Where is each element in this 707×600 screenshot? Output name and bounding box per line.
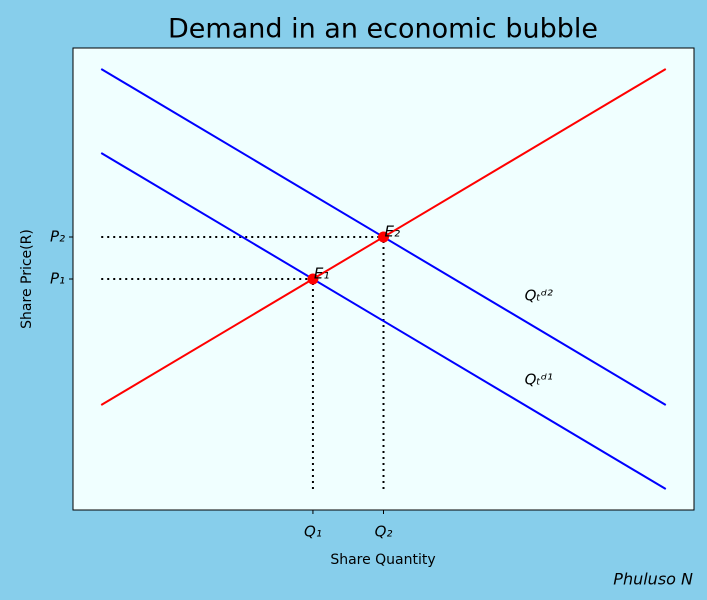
point-label: E₂	[385, 223, 401, 241]
x-tick-label: Q₁	[304, 523, 322, 541]
series-line	[100, 152, 667, 490]
y-tick-label: P₂	[50, 228, 65, 246]
x-axis-label: Share Quantity	[330, 552, 435, 568]
y-axis-label: Share Price(R)	[19, 229, 35, 329]
series-label: Qₜᵈ²	[525, 286, 553, 304]
series-label: Qₜᵈ¹	[525, 370, 553, 388]
point-label: E₁	[314, 265, 330, 283]
equilibrium-point	[378, 231, 389, 243]
chart-title: Demand in an economic bubble	[168, 14, 598, 45]
y-tick-label: P₁	[50, 270, 65, 288]
equilibrium-point	[307, 273, 319, 285]
x-tick-label: Q₂	[375, 523, 393, 541]
credit: Phuluso N	[613, 570, 693, 589]
